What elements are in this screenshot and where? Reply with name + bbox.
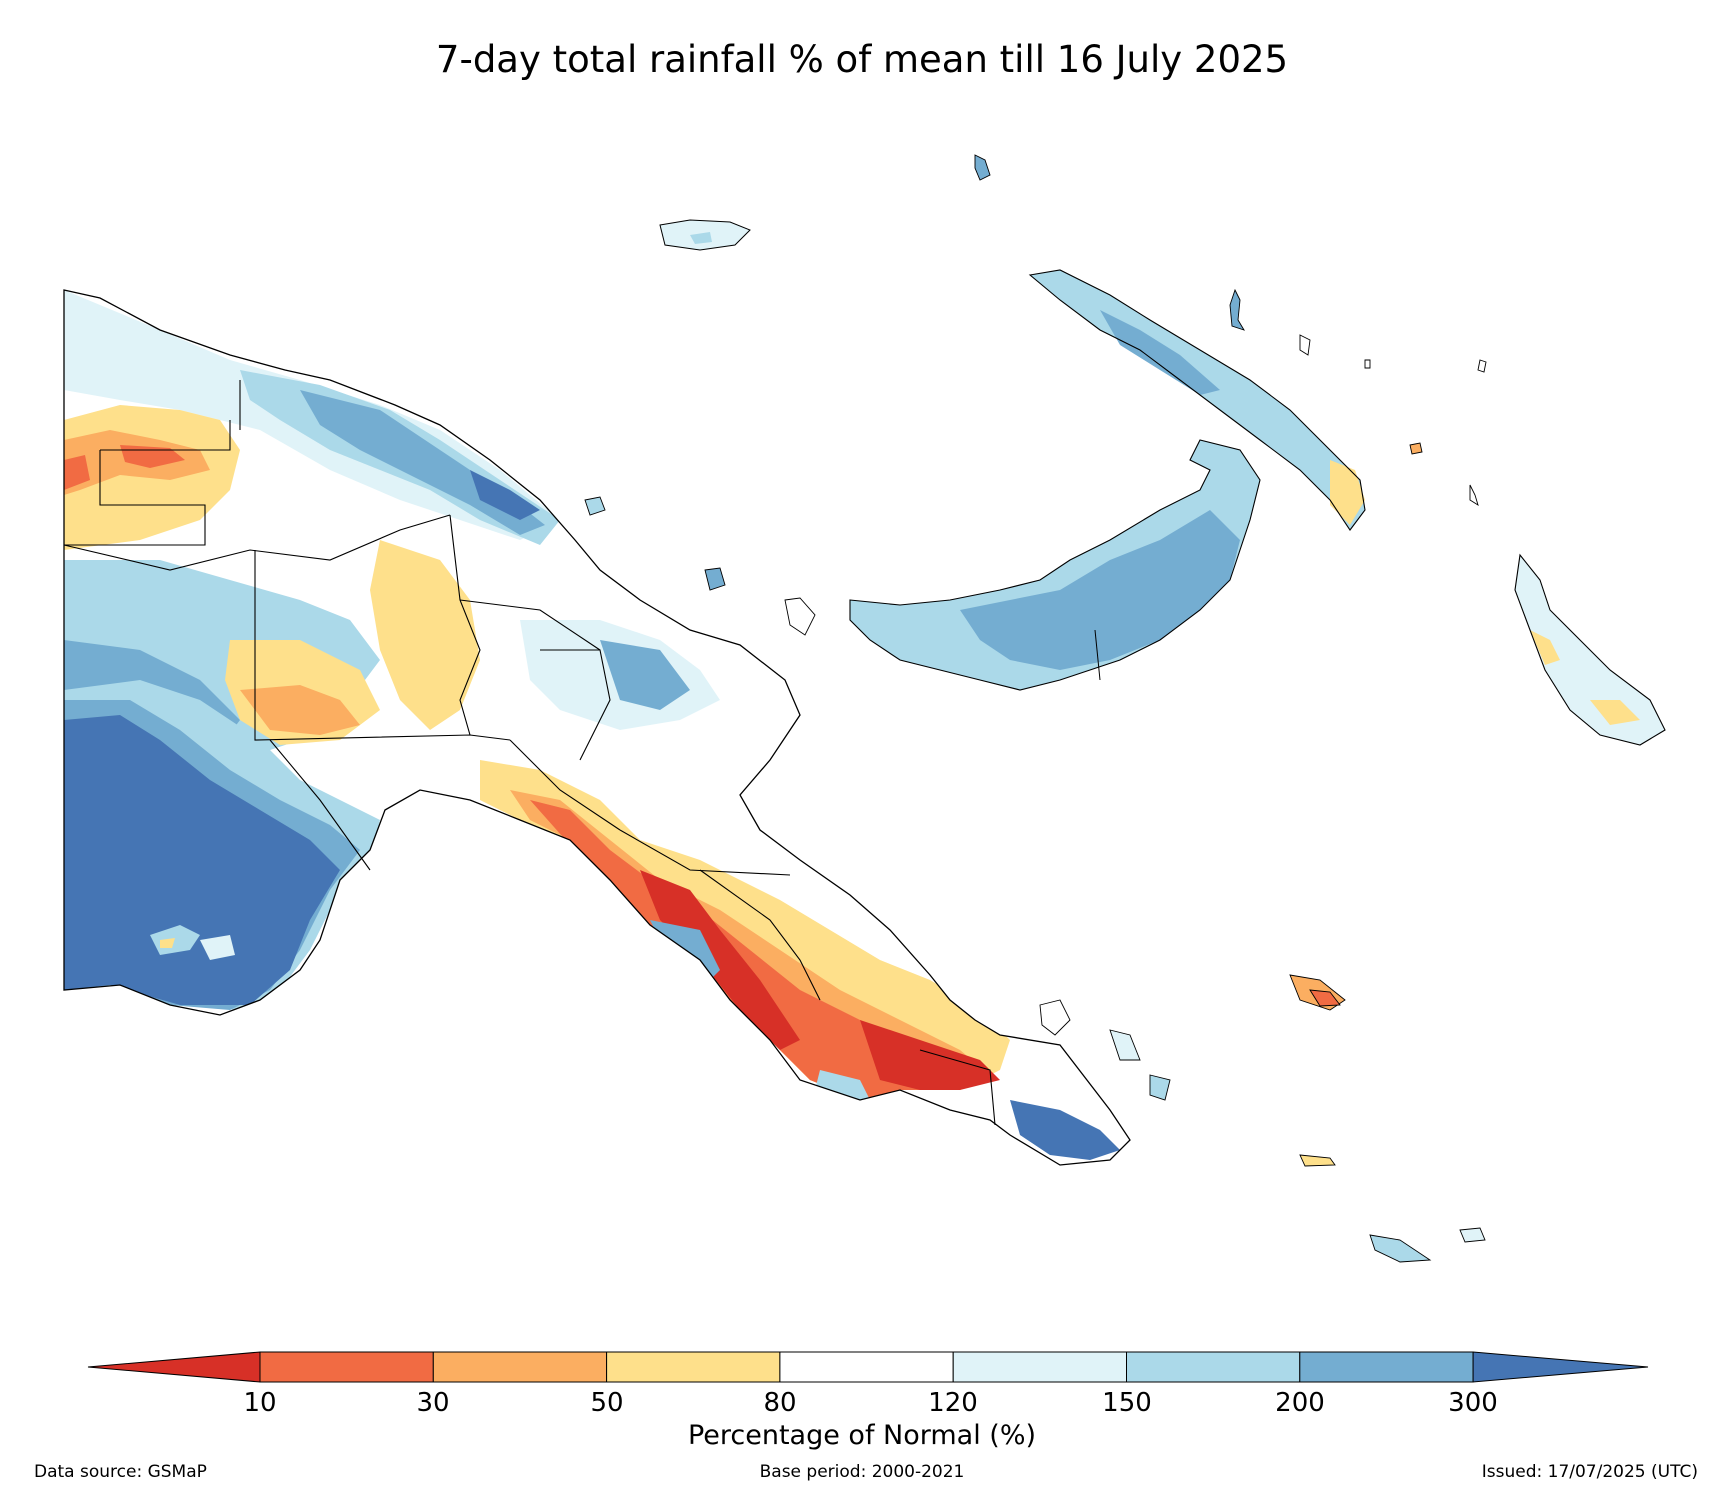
manus-island (659, 219, 751, 251)
data-source: Data source: GSMaP (34, 1462, 207, 1482)
province-borders (63, 380, 996, 1126)
new-ireland (1028, 269, 1366, 531)
colorbar-segment (432, 1351, 608, 1383)
small-islands (584, 154, 1487, 1263)
colorbar-segment (952, 1351, 1128, 1383)
colorbar-tick: 200 (1275, 1388, 1325, 1418)
colorbar-label: Percentage of Normal (%) (687, 1420, 1037, 1451)
colorbar-segment (259, 1351, 434, 1383)
colorbar (87, 1351, 1649, 1383)
colorbar-tick: 120 (928, 1388, 978, 1418)
new-britain (849, 439, 1261, 691)
colorbar-tick: 150 (1102, 1388, 1152, 1418)
colorbar-extend-high (1472, 1351, 1649, 1383)
issued-date: Issued: 17/07/2025 (UTC) (1481, 1462, 1698, 1482)
colorbar-segment (1126, 1351, 1301, 1383)
bougainville (1514, 553, 1666, 746)
colorbar-tick: 80 (763, 1388, 797, 1418)
colorbar-extend-low (87, 1351, 261, 1383)
mainland (63, 289, 1131, 1166)
colorbar-tick: 10 (243, 1388, 277, 1418)
map-title: 7-day total rainfall % of mean till 16 J… (435, 38, 1289, 81)
colorbar-tick: 50 (590, 1388, 624, 1418)
colorbar-tick: 300 (1448, 1388, 1498, 1418)
colorbar-segment (779, 1351, 954, 1383)
colorbar-segment (1299, 1351, 1474, 1383)
colorbar-tick: 30 (416, 1388, 450, 1418)
colorbar-segment (606, 1351, 781, 1383)
base-period: Base period: 2000-2021 (759, 1462, 965, 1482)
